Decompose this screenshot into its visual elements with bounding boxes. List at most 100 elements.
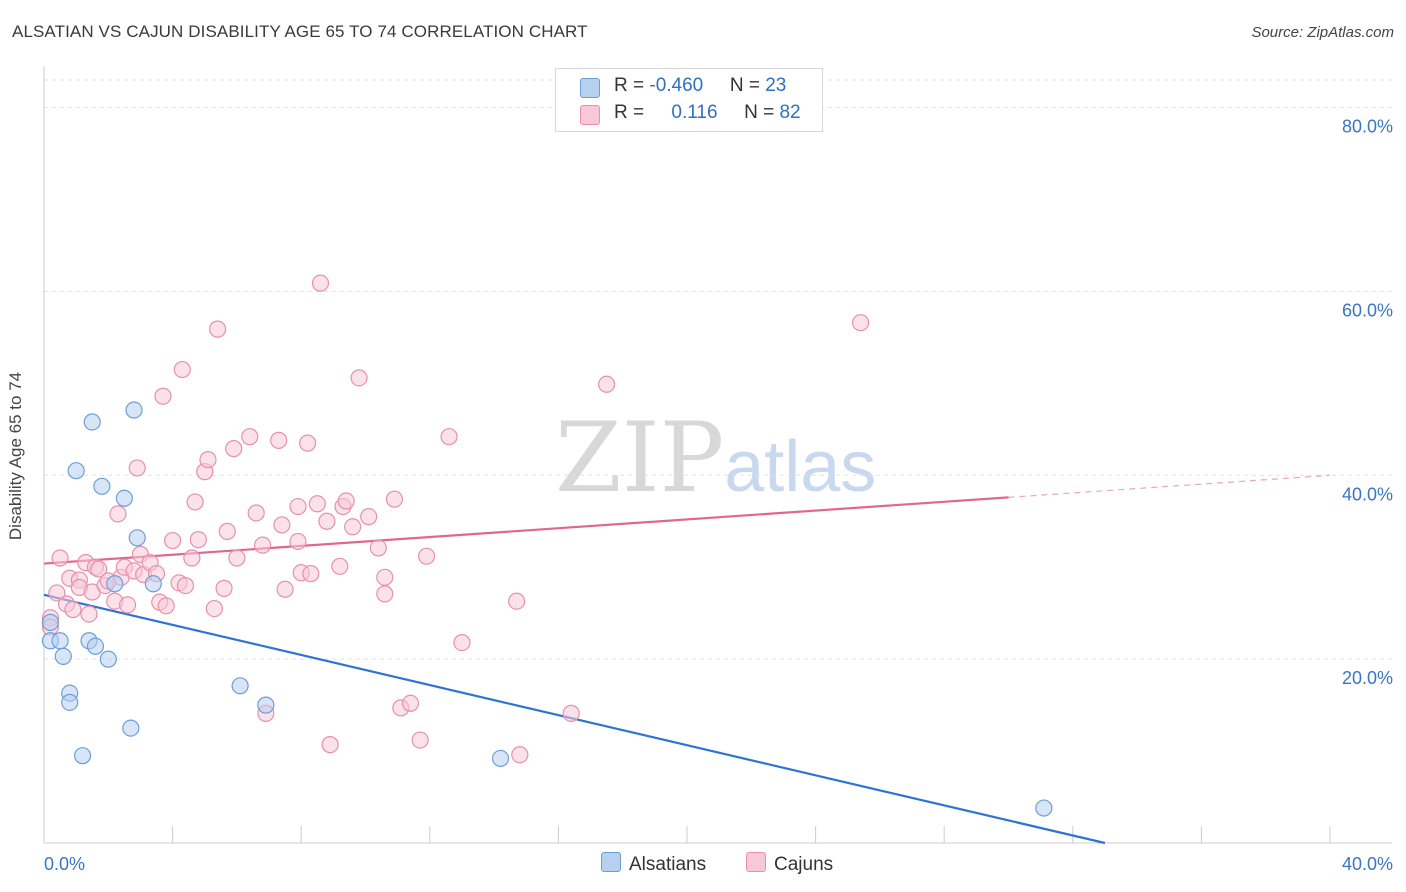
- alsatians-point: [73, 747, 92, 765]
- cajuns-point: [48, 584, 66, 602]
- alsatians-point: [93, 477, 111, 495]
- cajuns-point: [289, 532, 307, 551]
- cajuns-point: [411, 731, 429, 749]
- cajuns-point: [157, 597, 175, 615]
- data-points: [41, 274, 1053, 817]
- alsatians-point: [61, 693, 79, 711]
- tick-labels: 20.0% 40.0% 60.0% 80.0% 0.0% 40.0%: [44, 117, 1393, 874]
- cajuns-point: [385, 490, 404, 508]
- cajuns-point: [321, 736, 339, 754]
- cajuns-point: [302, 565, 320, 583]
- cajuns-point: [598, 375, 616, 393]
- cajuns-point: [183, 549, 201, 567]
- cajuns-point: [337, 492, 355, 510]
- n-label: N =: [729, 75, 766, 96]
- gridlines: [44, 79, 1392, 660]
- alsatians-swatch: [580, 78, 600, 98]
- cajuns-point: [308, 495, 326, 513]
- legend-cajuns[interactable]: Cajuns: [746, 852, 833, 876]
- cajuns-point: [852, 314, 870, 332]
- cajuns-point: [51, 549, 69, 567]
- alsatians-point: [144, 575, 162, 593]
- cajuns-point: [118, 596, 137, 614]
- cajuns-point: [311, 274, 330, 292]
- cajuns-point: [228, 549, 246, 567]
- alsatians-point: [83, 413, 101, 431]
- cajuns-point: [205, 599, 223, 618]
- x-tick-label-max: 40.0%: [1342, 854, 1393, 874]
- cajuns-point: [417, 547, 436, 565]
- cajuns-point: [218, 522, 236, 540]
- alsatians-point: [54, 647, 72, 665]
- cajuns-point: [453, 633, 471, 652]
- alsatians-point: [122, 719, 140, 737]
- alsatians-point: [86, 637, 105, 655]
- cajuns-point: [401, 694, 420, 712]
- cajuns-point: [209, 320, 227, 338]
- cajuns-point: [318, 512, 336, 530]
- cajuns-point: [440, 428, 458, 446]
- r-value: 0.116: [671, 102, 718, 123]
- cajuns-point: [289, 497, 307, 516]
- cajuns-swatch: [580, 105, 600, 125]
- alsatians-point: [257, 696, 275, 714]
- n-label: N =: [744, 102, 780, 123]
- cajuns-point: [511, 746, 529, 764]
- alsatians-point: [128, 529, 146, 547]
- alsatians-point: [231, 677, 249, 695]
- alsatians-point: [51, 632, 69, 650]
- y-tick-label: 80.0%: [1342, 117, 1393, 137]
- cajuns-point: [360, 508, 378, 526]
- cajuns-point: [128, 459, 146, 477]
- alsatians-legend-swatch: [601, 852, 621, 872]
- alsatians-point: [67, 462, 85, 480]
- cajuns-point: [186, 493, 204, 511]
- cajuns-point: [90, 560, 108, 578]
- legend-alsatians[interactable]: Alsatians: [601, 852, 706, 876]
- cajuns-point: [270, 431, 288, 449]
- cajuns-point: [344, 518, 362, 536]
- cajuns-point: [241, 428, 259, 446]
- cajuns-point: [562, 704, 580, 722]
- cajuns-point: [215, 579, 233, 597]
- cajuns-point: [173, 360, 191, 379]
- cajuns-point: [276, 580, 294, 598]
- r-label: R =: [614, 102, 650, 123]
- cajuns-point: [199, 451, 217, 469]
- r-label: R =: [614, 75, 650, 96]
- cajuns-point: [109, 505, 127, 523]
- n-value: 82: [779, 102, 801, 123]
- alsatians-point: [106, 575, 124, 593]
- alsatians-point: [41, 613, 60, 631]
- x-tick-label-min: 0.0%: [44, 854, 85, 874]
- chart-title: ALSATIAN VS CAJUN DISABILITY AGE 65 TO 7…: [12, 22, 588, 41]
- alsatians-legend-label: Alsatians: [629, 854, 707, 875]
- alsatians-point: [491, 749, 510, 768]
- cajuns-point: [331, 557, 349, 575]
- cajuns-point: [299, 434, 317, 452]
- cajuns-point: [369, 539, 387, 557]
- cajuns-point: [64, 600, 82, 619]
- cajuns-point: [164, 531, 182, 550]
- r-value: -0.460: [649, 75, 704, 96]
- cajuns-trend-line: [43, 496, 1009, 565]
- cajuns-legend-label: Cajuns: [774, 854, 834, 875]
- y-tick-label: 60.0%: [1342, 300, 1393, 320]
- cajuns-point: [80, 605, 98, 623]
- cajuns-point: [176, 577, 195, 595]
- source-label: Source: ZipAtlas.com: [1251, 24, 1394, 41]
- alsatians-point: [115, 489, 133, 507]
- alsatians-point: [125, 401, 143, 419]
- cajuns-point: [247, 504, 265, 522]
- n-value: 23: [765, 75, 787, 96]
- alsatians-point: [99, 650, 117, 668]
- cajuns-point: [225, 440, 243, 458]
- cajuns-point: [508, 592, 526, 610]
- cajuns-point: [376, 568, 394, 586]
- cajuns-point: [350, 369, 368, 387]
- axes: [43, 66, 1392, 844]
- cajuns-point: [154, 387, 172, 405]
- alsatians-point: [1035, 799, 1053, 817]
- cajuns-legend-swatch: [746, 852, 766, 872]
